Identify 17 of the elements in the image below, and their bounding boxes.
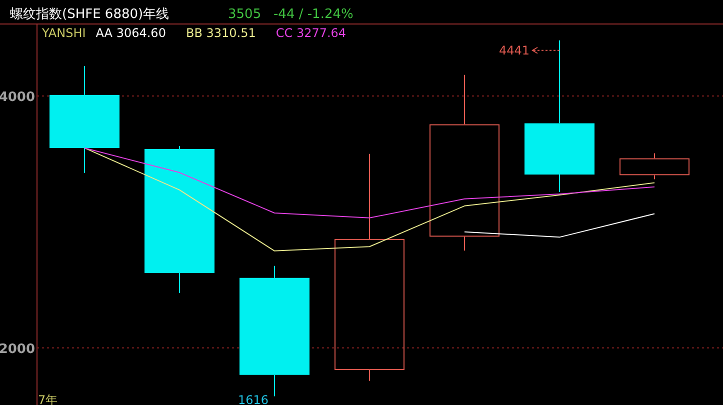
chart-subtitle: 3505 -44 / -1.24% bbox=[228, 7, 354, 22]
candlestick bbox=[240, 265, 310, 397]
legend-title: YANSHI bbox=[41, 26, 86, 40]
annotation: 1616 bbox=[238, 393, 268, 405]
annotation: 4441 bbox=[498, 43, 530, 58]
candlestick bbox=[620, 152, 690, 180]
chart-title: 螺纹指数(SHFE 6880)年线 bbox=[10, 7, 170, 22]
text: BB 3310.51 bbox=[186, 26, 256, 40]
y-tick-label: 2000 bbox=[0, 342, 35, 357]
line-series bbox=[84, 147, 655, 218]
candlestick bbox=[50, 65, 120, 174]
text: CC 3277.64 bbox=[276, 26, 346, 40]
text: AA 3064.60 bbox=[96, 26, 166, 40]
line-series bbox=[84, 147, 655, 252]
candlestick bbox=[430, 74, 500, 252]
candlestick bbox=[144, 145, 214, 294]
candlestick bbox=[334, 153, 404, 382]
